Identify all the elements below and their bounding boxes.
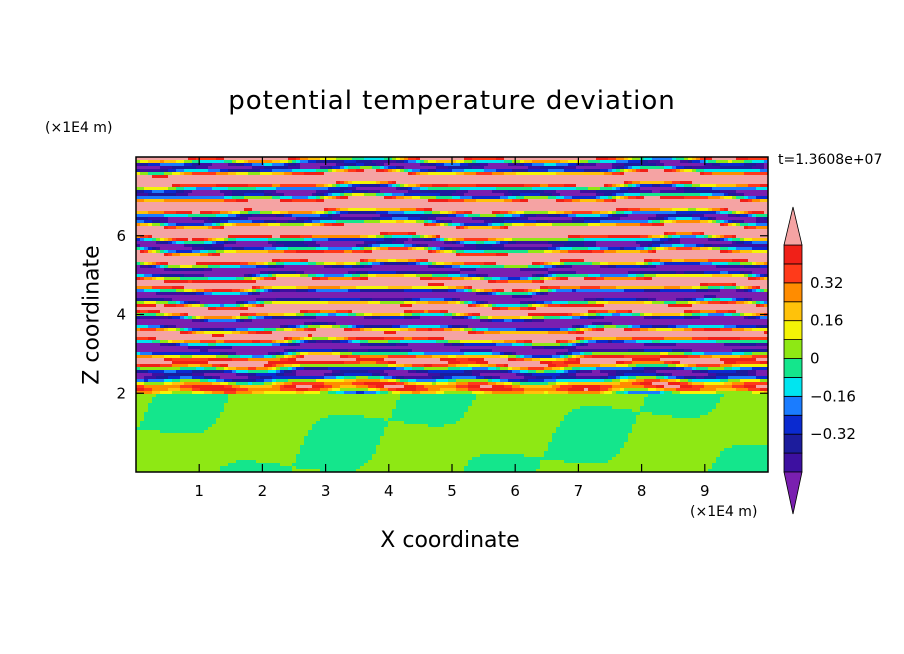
chart-title: potential temperature deviation	[228, 86, 676, 116]
x-tick-label: 8	[637, 482, 647, 500]
y-unit-label: (×1E4 m)	[45, 120, 113, 136]
colorbar: −0.32 −0.16 0 0.16 0.32	[783, 206, 856, 515]
colorbar-label: −0.32	[810, 425, 856, 443]
colorbar-swatch	[783, 320, 803, 340]
x-tick-label: 3	[321, 482, 331, 500]
x-tick-label: 9	[700, 482, 710, 500]
colorbar-swatch	[783, 414, 803, 435]
colorbar-extend-min	[783, 471, 803, 515]
x-unit-label: (×1E4 m)	[690, 504, 758, 520]
colorbar-label: 0	[810, 350, 820, 368]
x-tick-label: 6	[510, 482, 520, 500]
colorbar-extend-max	[783, 206, 803, 246]
y-tick-label: 6	[116, 227, 126, 245]
time-label: t=1.3608e+07	[778, 152, 883, 168]
colorbar-swatch	[783, 358, 803, 378]
colorbar-label: 0.16	[810, 312, 843, 330]
x-tick-label: 4	[384, 482, 394, 500]
x-axis-label: X coordinate	[380, 528, 520, 553]
x-tick-label: 1	[194, 482, 204, 500]
colorbar-swatch	[783, 282, 803, 303]
colorbar-swatch	[783, 339, 803, 359]
colorbar-swatch	[783, 301, 803, 322]
colorbar-swatch	[783, 263, 803, 284]
colorbar-swatch	[783, 395, 803, 416]
axis-ticks: 1 2 3 4 5 6 7 8 9 2 4 6	[116, 157, 768, 500]
colorbar-swatch	[783, 433, 803, 454]
x-tick-label: 7	[574, 482, 584, 500]
y-tick-label: 2	[116, 384, 126, 402]
x-tick-label: 5	[447, 482, 457, 500]
colorbar-swatch	[783, 377, 803, 397]
colorbar-label: 0.32	[810, 274, 843, 292]
x-tick-label: 2	[258, 482, 268, 500]
y-tick-label: 4	[116, 306, 126, 324]
contour-field	[136, 157, 768, 472]
colorbar-swatch	[783, 452, 803, 473]
colorbar-label: −0.16	[810, 387, 856, 405]
colorbar-swatch	[783, 244, 803, 265]
